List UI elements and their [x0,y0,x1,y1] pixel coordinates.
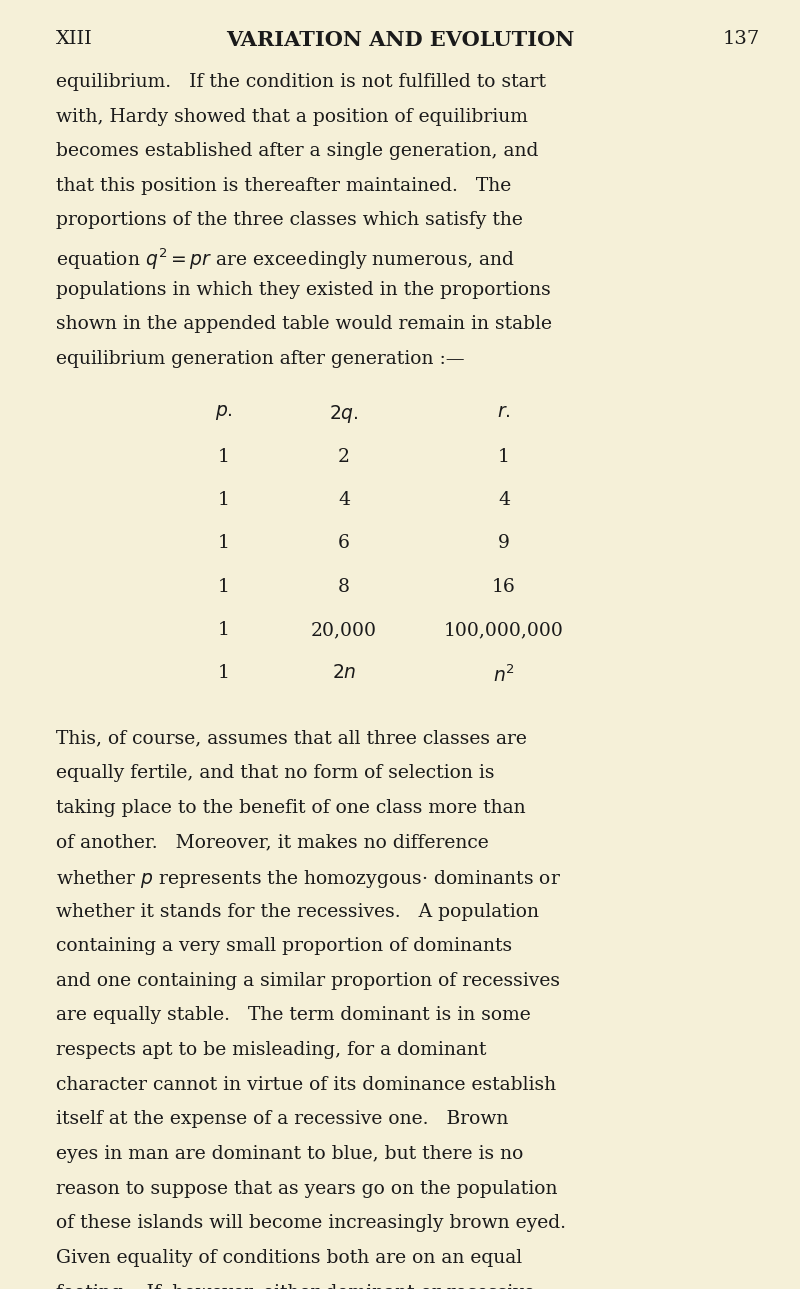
Text: that this position is thereafter maintained.   The: that this position is thereafter maintai… [56,177,511,195]
Text: $2q.$: $2q.$ [329,402,359,425]
Text: 2: 2 [338,447,350,465]
Text: 9: 9 [498,535,510,553]
Text: 1: 1 [218,447,230,465]
Text: 16: 16 [492,577,516,596]
Text: 6: 6 [338,535,350,553]
Text: populations in which they existed in the proportions: populations in which they existed in the… [56,281,550,299]
Text: respects apt to be misleading, for a dominant: respects apt to be misleading, for a dom… [56,1042,486,1060]
Text: VARIATION AND EVOLUTION: VARIATION AND EVOLUTION [226,31,574,50]
Text: equilibrium.   If the condition is not fulfilled to start: equilibrium. If the condition is not ful… [56,73,546,92]
Text: shown in the appended table would remain in stable: shown in the appended table would remain… [56,316,552,334]
Text: XIII: XIII [56,31,93,49]
Text: $r.$: $r.$ [498,402,510,420]
Text: 1: 1 [218,621,230,639]
Text: 100,000,000: 100,000,000 [444,621,564,639]
Text: taking place to the benefit of one class more than: taking place to the benefit of one class… [56,799,526,817]
Text: This, of course, assumes that all three classes are: This, of course, assumes that all three … [56,730,527,748]
Text: becomes established after a single generation, and: becomes established after a single gener… [56,142,538,160]
Text: reason to suppose that as years go on the population: reason to suppose that as years go on th… [56,1179,558,1197]
Text: eyes in man are dominant to blue, but there is no: eyes in man are dominant to blue, but th… [56,1145,523,1163]
Text: character cannot in virtue of its dominance establish: character cannot in virtue of its domina… [56,1076,556,1094]
Text: 1: 1 [218,491,230,509]
Text: are equally stable.   The term dominant is in some: are equally stable. The term dominant is… [56,1007,530,1025]
Text: footing.   If, however, either dominant or recessive: footing. If, however, either dominant or… [56,1284,535,1289]
Text: 1: 1 [498,447,510,465]
Text: of these islands will become increasingly brown eyed.: of these islands will become increasingl… [56,1214,566,1232]
Text: equally fertile, and that no form of selection is: equally fertile, and that no form of sel… [56,764,494,782]
Text: 20,000: 20,000 [311,621,377,639]
Text: containing a very small proportion of dominants: containing a very small proportion of do… [56,937,512,955]
Text: 4: 4 [498,491,510,509]
Text: Given equality of conditions both are on an equal: Given equality of conditions both are on… [56,1249,522,1267]
Text: equilibrium generation after generation :—: equilibrium generation after generation … [56,349,465,367]
Text: $n^2$: $n^2$ [493,664,515,686]
Text: 1: 1 [218,664,230,682]
Text: of another.   Moreover, it makes no difference: of another. Moreover, it makes no differ… [56,833,489,851]
Text: $2n$: $2n$ [332,664,356,682]
Text: whether $p$ represents the homozygous· dominants or: whether $p$ represents the homozygous· d… [56,867,561,889]
Text: itself at the expense of a recessive one.   Brown: itself at the expense of a recessive one… [56,1110,508,1128]
Text: and one containing a similar proportion of recessives: and one containing a similar proportion … [56,972,560,990]
Text: 137: 137 [722,31,760,49]
Text: whether it stands for the recessives.   A population: whether it stands for the recessives. A … [56,902,539,920]
Text: 8: 8 [338,577,350,596]
Text: proportions of the three classes which satisfy the: proportions of the three classes which s… [56,211,523,229]
Text: $p.$: $p.$ [215,402,233,422]
Text: equation $q^2=pr$ are exceedingly numerous, and: equation $q^2=pr$ are exceedingly numero… [56,246,515,272]
Text: 4: 4 [338,491,350,509]
Text: 1: 1 [218,577,230,596]
Text: 1: 1 [218,535,230,553]
Text: with, Hardy showed that a position of equilibrium: with, Hardy showed that a position of eq… [56,107,528,125]
